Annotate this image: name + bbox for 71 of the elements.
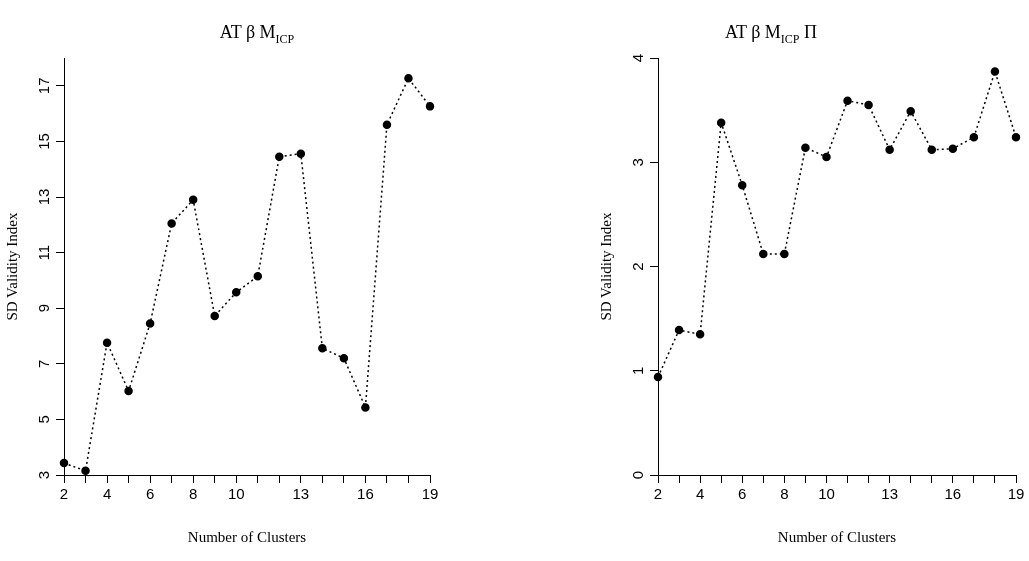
point <box>674 325 684 335</box>
point <box>210 311 219 321</box>
x-tick-label: 4 <box>695 485 705 503</box>
point <box>253 271 263 281</box>
x-tick-label: 16 <box>357 485 374 503</box>
point <box>59 458 69 468</box>
point <box>404 74 413 83</box>
point <box>231 288 241 297</box>
x-tick-label: 16 <box>944 485 962 503</box>
x-tick-label: 19 <box>1007 485 1025 503</box>
point <box>124 386 133 396</box>
y-tick-label: 5 <box>34 415 52 424</box>
point <box>81 466 90 476</box>
y-tick-label: 11 <box>34 244 52 261</box>
point <box>822 152 831 162</box>
chart-title: AT β M$_{ICP}$ Π <box>724 22 818 47</box>
x-tick-label: 6 <box>145 485 155 503</box>
y-tick-label: 1 <box>628 366 646 375</box>
point <box>102 338 112 347</box>
point <box>969 132 979 142</box>
point <box>361 403 370 412</box>
y-tick-label: 7 <box>34 359 52 368</box>
y-tick-label: 17 <box>34 77 52 95</box>
point <box>653 372 663 382</box>
point <box>864 100 873 110</box>
point <box>801 143 810 152</box>
point <box>167 219 176 228</box>
point <box>927 145 937 154</box>
point <box>188 195 198 205</box>
point <box>737 180 747 190</box>
y-tick-label: 9 <box>34 304 52 313</box>
point <box>843 96 852 105</box>
y-tick-label: 13 <box>34 188 52 206</box>
y-tick-label: 3 <box>628 158 646 167</box>
point <box>275 152 284 161</box>
x-tick-label: 4 <box>102 485 112 503</box>
x-tick-label: 19 <box>421 485 439 503</box>
point <box>339 353 349 363</box>
point <box>145 319 155 328</box>
y-axis-title: SD Validity Index <box>3 211 20 321</box>
x-tick-label: 6 <box>738 485 747 503</box>
chart-title: AT β M$_{ICP}$ <box>218 22 296 47</box>
x-tick-label: 2 <box>653 485 663 503</box>
point <box>296 149 306 158</box>
point <box>716 118 726 127</box>
y-axis-title: SD Validity Index <box>597 211 614 321</box>
point <box>948 144 958 153</box>
x-tick-label: 13 <box>292 485 310 503</box>
x-axis-title: Number of Clusters <box>777 528 897 545</box>
point <box>759 249 768 259</box>
point <box>382 120 392 129</box>
y-tick-label: 4 <box>628 53 646 63</box>
point <box>695 330 705 339</box>
x-axis-title: Number of Clusters <box>187 528 307 545</box>
y-tick-label: 2 <box>628 262 646 271</box>
x-tick-label: 8 <box>189 485 198 503</box>
point <box>780 249 789 259</box>
point <box>1011 132 1021 142</box>
point <box>906 106 915 116</box>
point <box>990 67 1000 76</box>
x-tick-label: 10 <box>227 485 245 503</box>
y-tick-label: 3 <box>34 470 52 480</box>
point <box>885 145 894 154</box>
point <box>318 343 327 353</box>
x-tick-label: 8 <box>780 485 789 503</box>
point <box>425 102 435 111</box>
y-tick-label: 15 <box>34 133 52 150</box>
x-tick-label: 13 <box>881 485 898 503</box>
x-tick-label: 2 <box>59 485 69 503</box>
x-tick-label: 10 <box>818 485 835 503</box>
y-tick-label: 0 <box>628 470 646 480</box>
